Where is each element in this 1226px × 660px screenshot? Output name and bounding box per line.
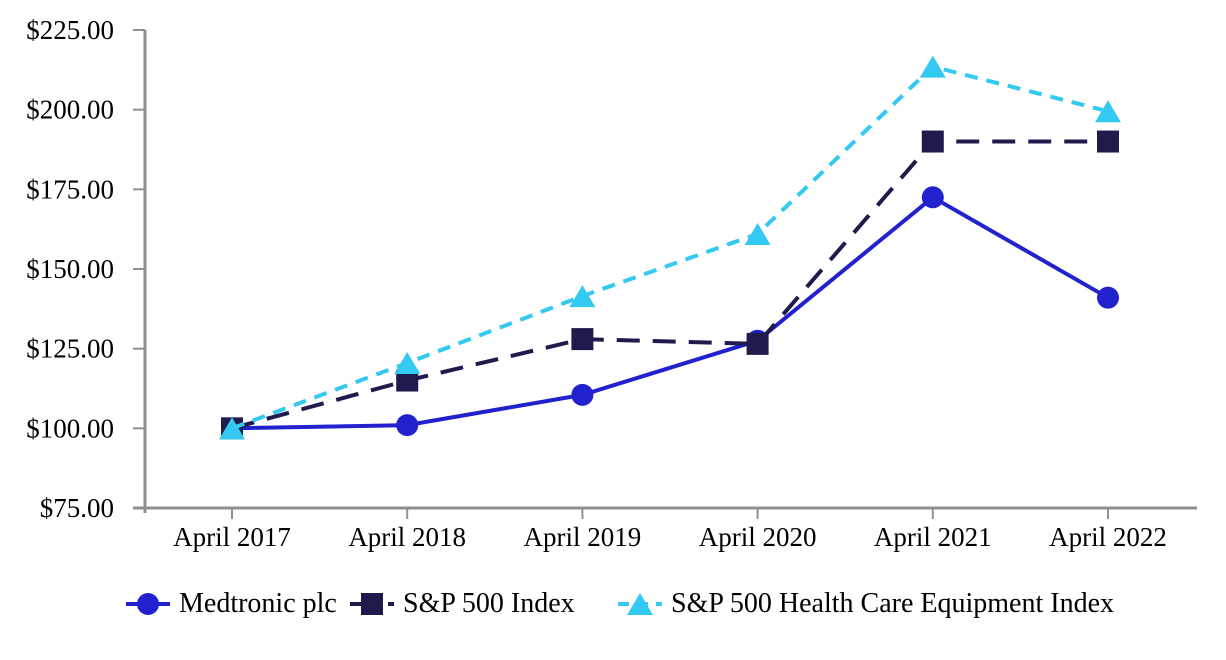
y-tick-label: $200.00 [26,95,114,125]
circle-marker [921,186,944,209]
legend-label: S&P 500 Index [403,588,575,619]
square-marker [746,332,769,355]
x-tick-label: April 2017 [173,522,291,552]
triangle-marker [219,417,245,440]
series-medtronic-plc [221,186,1119,440]
y-tick-label: $225.00 [26,15,114,45]
triangle-marker [919,55,946,78]
x-tick-label: April 2022 [1049,522,1167,552]
x-tick-label: April 2020 [699,522,817,552]
triangle-legend-icon [618,593,662,615]
x-tick-label: April 2021 [874,522,992,552]
x-tick-label: April 2018 [348,522,466,552]
chart-canvas: $225.00 $200.00 $175.00 $150.00 $125.00 $100.… [26,15,1197,552]
y-tick-label: $150.00 [26,254,114,284]
triangle-marker [569,285,596,308]
circle-legend-icon [126,593,170,615]
series-s-p-500-index [221,130,1119,440]
circle-marker [571,383,594,406]
y-tick-label: $100.00 [26,413,114,443]
square-legend-icon [350,593,394,615]
legend-item-s-p-500-index: S&P 500 Index [350,585,575,623]
square-marker [396,369,419,392]
series-line-medtronic-plc [231,194,1109,431]
square-marker [571,328,594,351]
legend-item-s-p-500-health-care-equipment-index: S&P 500 Health Care Equipment Index [618,585,1114,623]
circle-marker [396,414,419,437]
series-line-s-p-500-health-care-equipment-index [231,64,1109,431]
legend-label: S&P 500 Health Care Equipment Index [671,588,1114,619]
series-s-p-500-health-care-equipment-index [219,55,1121,440]
square-marker [1097,130,1119,153]
triangle-marker [394,352,421,375]
square-marker [921,130,944,153]
x-tick-label: April 2019 [524,522,642,552]
square-marker [361,593,383,615]
chart-legend: Medtronic plc S&P 500 Index S&P 500 Health… [0,585,1226,625]
circle-marker [137,593,159,615]
y-tick-label: $75.00 [40,493,114,523]
triangle-marker [1095,100,1121,123]
circle-marker [1097,286,1119,309]
series-line-s-p-500-index [231,139,1108,431]
legend-item-medtronic-plc: Medtronic plc [126,585,337,623]
triangle-marker [627,593,653,615]
legend-label: Medtronic plc [179,588,337,619]
y-tick-label: $175.00 [26,174,114,204]
triangle-marker [744,222,771,245]
y-tick-label: $125.00 [26,334,114,364]
